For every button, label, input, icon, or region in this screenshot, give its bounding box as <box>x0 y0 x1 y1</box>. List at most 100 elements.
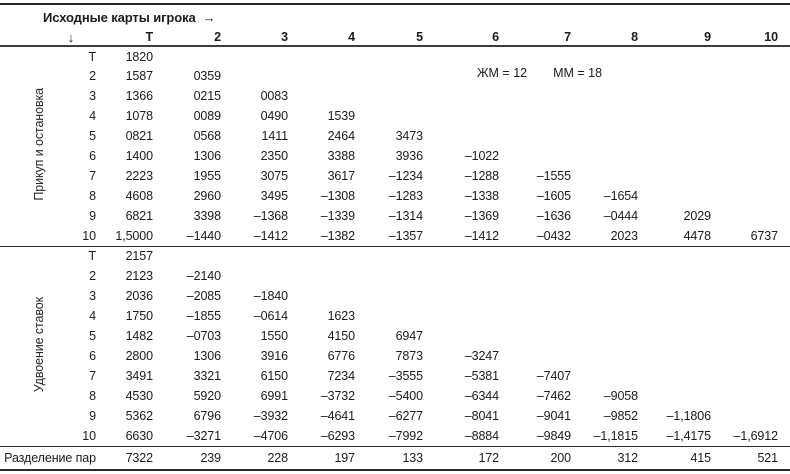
value-cell <box>711 86 778 106</box>
footer-value-cell: 200 <box>550 450 571 465</box>
value-cell: 4150 <box>327 329 356 343</box>
value-cell <box>638 386 711 406</box>
value-cell <box>571 166 638 186</box>
value-cell <box>711 126 778 146</box>
value-cell: 1955 <box>193 169 222 183</box>
row-label: 10 <box>82 228 96 243</box>
table-header: Исходные карты игрока → ↓ Т 2 3 4 5 6 7 8 9 10 <box>0 4 790 46</box>
table-row: 3 1366 0215 0083 <box>0 86 790 106</box>
value-cell <box>221 266 288 286</box>
value-cell <box>711 46 778 66</box>
footer-row: Разделение пар 7322 239 228 197 133 172 200 312 4… <box>0 446 790 470</box>
footer-value-cell: 172 <box>478 450 499 465</box>
spacer-cell <box>778 246 790 266</box>
value-cell <box>638 86 711 106</box>
value-cell <box>571 346 638 366</box>
row-label: 5 <box>89 129 96 143</box>
value-cell <box>711 206 778 226</box>
value-cell: –1636 <box>536 209 571 223</box>
value-cell: –1,4175 <box>666 428 712 443</box>
value-cell <box>638 326 711 346</box>
value-cell: –2085 <box>186 289 221 303</box>
value-cell: –0703 <box>186 329 221 343</box>
value-cell <box>638 246 711 266</box>
value-cell: –1357 <box>388 228 423 243</box>
table-row: 5 1482 –0703 1550 4150 6947 <box>0 326 790 346</box>
value-cell: –9058 <box>603 389 638 403</box>
value-cell <box>711 246 778 266</box>
table-row: 2 1587 0359 <box>0 66 790 86</box>
value-cell: 0083 <box>260 89 289 103</box>
value-cell <box>423 46 499 66</box>
value-cell: –1234 <box>388 169 423 183</box>
value-cell: –8884 <box>464 428 499 443</box>
column-header: Т <box>145 30 153 44</box>
value-cell <box>638 46 711 66</box>
row-label: 4 <box>89 109 96 123</box>
value-cell: 0821 <box>125 129 154 143</box>
value-cell <box>423 286 499 306</box>
value-cell <box>355 306 423 326</box>
value-cell: 1750 <box>125 309 154 323</box>
value-cell <box>711 366 778 386</box>
annotation-zhm: ЖМ = 12 <box>477 66 528 80</box>
value-cell <box>288 86 355 106</box>
right-arrow-icon: → <box>202 9 216 25</box>
value-cell <box>499 86 571 106</box>
row-label: 2 <box>89 69 96 83</box>
value-cell <box>423 106 499 126</box>
value-cell: 1400 <box>125 149 154 163</box>
row-label: 4 <box>89 309 96 323</box>
value-cell: –1314 <box>388 209 423 223</box>
value-cell: –1339 <box>320 209 355 223</box>
spacer-cell <box>778 286 790 306</box>
value-cell: 1550 <box>260 329 289 343</box>
value-cell: –3555 <box>388 369 423 383</box>
value-cell <box>499 306 571 326</box>
spacer-cell <box>778 86 790 106</box>
value-cell: 2029 <box>683 209 712 223</box>
value-cell <box>499 286 571 306</box>
column-header: 6 <box>492 30 499 44</box>
value-cell <box>571 286 638 306</box>
value-cell: 2123 <box>125 269 154 283</box>
footer-body: Разделение пар 7322 239 228 197 133 172 200 312 4… <box>0 446 790 470</box>
row-label: 7 <box>89 369 96 383</box>
spacer-cell <box>778 106 790 126</box>
value-cell: 3398 <box>193 209 222 223</box>
value-cell <box>571 246 638 266</box>
spacer-cell <box>778 206 790 226</box>
value-cell <box>711 166 778 186</box>
value-cell <box>355 46 423 66</box>
value-cell <box>423 326 499 346</box>
value-cell: 1078 <box>125 109 154 123</box>
value-cell <box>638 366 711 386</box>
value-cell <box>638 106 711 126</box>
value-cell: –3247 <box>464 349 499 363</box>
value-cell <box>355 266 423 286</box>
value-cell: –0444 <box>603 209 638 223</box>
value-cell: 5920 <box>193 389 222 403</box>
spacer-cell <box>778 326 790 346</box>
value-cell: 1539 <box>327 109 356 123</box>
value-cell <box>711 66 778 86</box>
value-cell: 6150 <box>260 369 289 383</box>
value-cell: 3491 <box>125 369 154 383</box>
value-cell <box>423 126 499 146</box>
value-cell: 6776 <box>327 349 356 363</box>
row-label: Т <box>88 249 96 264</box>
spacer-cell <box>778 46 790 66</box>
value-cell: –6344 <box>464 389 499 403</box>
value-cell: –1308 <box>320 189 355 203</box>
value-cell <box>638 66 711 86</box>
value-cell: 6821 <box>125 209 154 223</box>
table-row: Прикуп и остановка Т 1820 <box>0 46 790 202</box>
value-cell: 1411 <box>261 129 289 143</box>
value-cell <box>499 326 571 346</box>
value-cell: 2036 <box>125 289 154 303</box>
spacer-cell <box>778 186 790 206</box>
value-cell: –9852 <box>603 409 638 423</box>
value-cell: 1482 <box>125 329 154 343</box>
count-annotation: ЖМ = 12 ММ = 18 <box>477 66 602 80</box>
footer-label: Разделение пар <box>4 450 96 465</box>
